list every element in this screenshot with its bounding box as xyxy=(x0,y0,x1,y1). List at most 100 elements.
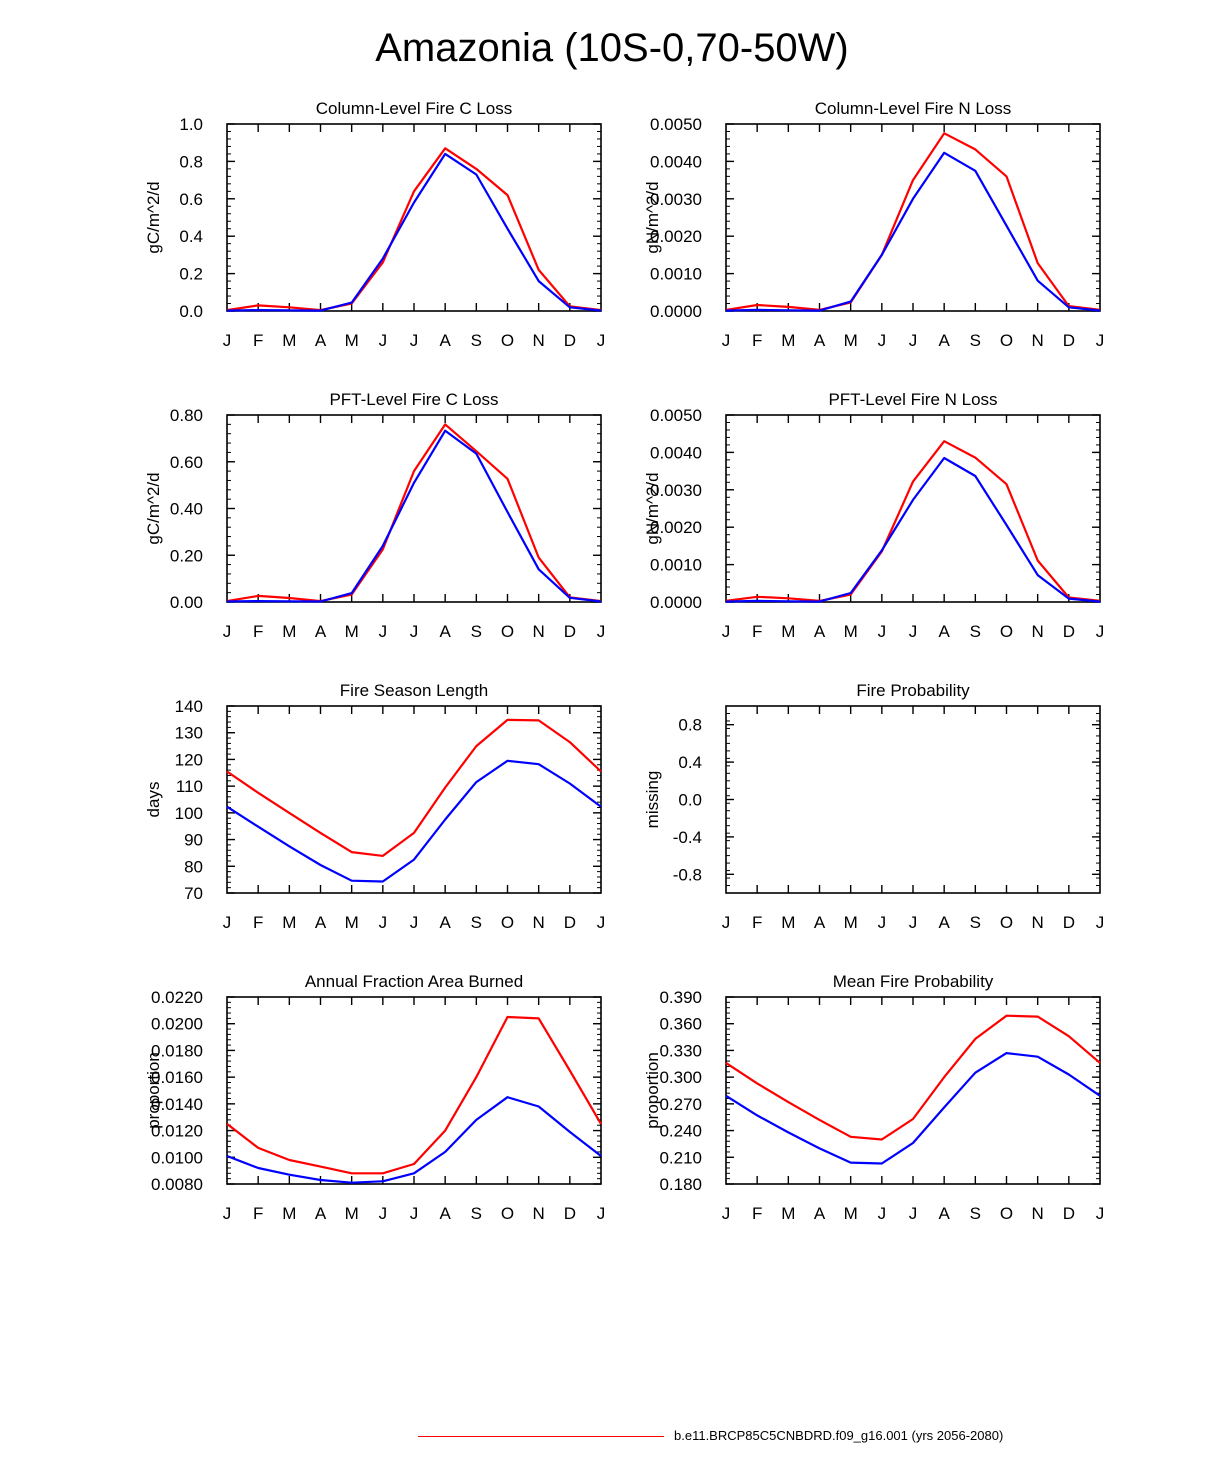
y-tick-label: 0.20 xyxy=(170,546,203,565)
series-line-red xyxy=(226,423,602,603)
x-tick-label: D xyxy=(564,913,576,932)
y-tick-label: 0.0000 xyxy=(650,302,702,321)
x-tick-label: J xyxy=(410,622,419,641)
series-line-red xyxy=(226,1015,602,1175)
x-tick-label: M xyxy=(781,913,795,932)
x-tick-label: J xyxy=(722,1204,731,1223)
x-tick-label: J xyxy=(597,331,606,350)
y-tick-label: 0.0140 xyxy=(151,1095,203,1114)
y-tick-label: 0.0030 xyxy=(650,481,702,500)
x-tick-label: F xyxy=(752,1204,762,1223)
y-tick-label: 0.300 xyxy=(659,1068,702,1087)
x-tick-label: M xyxy=(844,622,858,641)
x-tick-label: N xyxy=(533,331,545,350)
series-line-red xyxy=(725,1014,1101,1141)
y-tick-label: 0.0000 xyxy=(650,593,702,612)
x-tick-label: D xyxy=(564,1204,576,1223)
x-tick-label: J xyxy=(597,1204,606,1223)
y-tick-label: 0.0040 xyxy=(650,152,702,171)
series-line-blue xyxy=(226,429,602,603)
x-tick-label: A xyxy=(938,622,950,641)
legend-label: b.e11.BRCP85C5CNBDRD.f09_g16.001 (yrs 20… xyxy=(674,1428,1004,1443)
plot-frame xyxy=(725,123,1101,312)
figure-title: Amazonia (10S-0,70-50W) xyxy=(375,26,849,70)
y-tick-label: -0.8 xyxy=(673,865,702,884)
x-tick-label: A xyxy=(814,331,826,350)
x-tick-label: D xyxy=(564,622,576,641)
x-tick-label: J xyxy=(909,331,918,350)
x-tick-label: J xyxy=(379,622,388,641)
y-tick-label: 0.270 xyxy=(659,1095,702,1114)
x-tick-label: J xyxy=(223,331,232,350)
x-tick-label: O xyxy=(501,1204,514,1223)
series-line-red xyxy=(725,132,1101,311)
x-tick-label: A xyxy=(814,622,826,641)
x-tick-label: J xyxy=(1096,331,1105,350)
series-line-blue xyxy=(725,1051,1101,1165)
x-tick-label: A xyxy=(315,331,327,350)
x-tick-label: J xyxy=(878,622,887,641)
y-tick-label: 0.0020 xyxy=(650,227,702,246)
x-tick-label: N xyxy=(1032,622,1044,641)
panel-title: Column-Level Fire C Loss xyxy=(316,99,513,118)
x-tick-label: J xyxy=(379,913,388,932)
y-tick-label: 0.390 xyxy=(659,988,702,1007)
y-axis-label: proportion xyxy=(643,1052,662,1129)
x-tick-label: O xyxy=(1000,913,1013,932)
x-tick-label: N xyxy=(533,1204,545,1223)
x-tick-label: A xyxy=(439,1204,451,1223)
x-tick-label: A xyxy=(938,913,950,932)
panel-title: PFT-Level Fire N Loss xyxy=(828,390,997,409)
y-tick-label: 0.0010 xyxy=(650,265,702,284)
y-tick-label: 0.00 xyxy=(170,593,203,612)
x-tick-label: F xyxy=(752,622,762,641)
x-tick-label: A xyxy=(439,331,451,350)
x-tick-label: N xyxy=(533,622,545,641)
x-tick-label: J xyxy=(909,622,918,641)
x-tick-label: S xyxy=(471,622,482,641)
x-tick-label: J xyxy=(410,913,419,932)
x-tick-label: D xyxy=(1063,331,1075,350)
y-tick-label: 90 xyxy=(184,831,203,850)
x-tick-label: J xyxy=(410,331,419,350)
x-tick-label: J xyxy=(909,913,918,932)
legend-line xyxy=(418,1436,664,1437)
panel-title: Fire Season Length xyxy=(340,681,488,700)
y-axis-label: days xyxy=(144,782,163,818)
x-tick-label: O xyxy=(1000,622,1013,641)
x-tick-label: J xyxy=(379,331,388,350)
x-tick-label: D xyxy=(1063,913,1075,932)
series-line-red xyxy=(725,440,1101,603)
x-tick-label: M xyxy=(781,1204,795,1223)
x-tick-label: M xyxy=(345,331,359,350)
y-tick-label: 120 xyxy=(175,750,203,769)
x-tick-label: A xyxy=(315,622,327,641)
y-tick-label: 0.80 xyxy=(170,406,203,425)
x-tick-label: F xyxy=(253,1204,263,1223)
x-tick-label: J xyxy=(722,622,731,641)
series-line-blue xyxy=(725,456,1101,603)
x-tick-label: S xyxy=(970,622,981,641)
x-tick-label: M xyxy=(781,622,795,641)
y-tick-label: 0.6 xyxy=(179,190,203,209)
x-tick-label: M xyxy=(345,1204,359,1223)
y-tick-label: 0.40 xyxy=(170,500,203,519)
y-tick-label: 0.0120 xyxy=(151,1122,203,1141)
y-tick-label: 0.0 xyxy=(179,302,203,321)
y-tick-label: 0.0010 xyxy=(650,556,702,575)
series-line-blue xyxy=(226,1096,602,1184)
x-tick-label: O xyxy=(501,622,514,641)
series-line-blue xyxy=(725,151,1101,312)
panel-title: Mean Fire Probability xyxy=(833,972,994,991)
y-tick-label: 0.4 xyxy=(678,753,702,772)
y-tick-label: 0.0180 xyxy=(151,1041,203,1060)
y-tick-label: 140 xyxy=(175,697,203,716)
x-tick-label: J xyxy=(597,913,606,932)
x-tick-label: J xyxy=(909,1204,918,1223)
y-axis-label: gN/m^2/d xyxy=(643,472,662,544)
y-tick-label: 0.60 xyxy=(170,453,203,472)
